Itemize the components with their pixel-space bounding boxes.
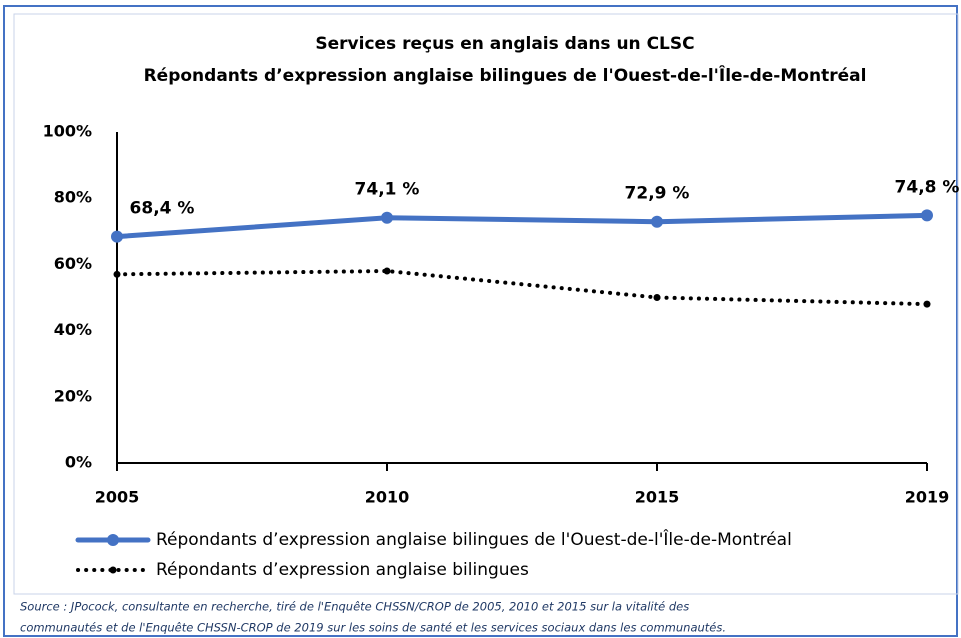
y-tick-label: 40% — [54, 320, 92, 339]
y-tick-label: 20% — [54, 386, 92, 405]
y-tick-label: 100% — [43, 122, 92, 141]
data-point — [653, 294, 661, 301]
legend-marker — [109, 566, 117, 574]
legend-marker — [107, 534, 119, 546]
x-tick-label: 2019 — [905, 488, 950, 507]
x-tick-label: 2010 — [365, 488, 410, 507]
source: Source : JPocock, consultante en recherc… — [20, 600, 689, 614]
data-label: 74,1 % — [355, 180, 420, 200]
y-tick-label: 80% — [54, 188, 92, 207]
data-point — [113, 270, 121, 278]
chart-title: Services reçus en anglais dans un CLSC — [315, 34, 694, 54]
y-tick-label: 0% — [65, 453, 92, 472]
frame — [3, 5, 958, 637]
data-label: 68,4 % — [130, 199, 195, 219]
plot-frame — [13, 13, 959, 595]
data-label: 74,8 % — [895, 177, 960, 197]
data-point — [111, 230, 123, 243]
x-tick-label: 2005 — [95, 488, 140, 507]
series-line — [114, 212, 930, 240]
x-tick-label: 2015 — [635, 488, 680, 507]
y-tick-label: 60% — [54, 254, 92, 273]
series-line — [115, 269, 929, 307]
data-point — [383, 267, 391, 275]
legend-label: Répondants d’expression anglaise bilingu… — [156, 560, 529, 580]
chart-subtitle: Répondants d’expression anglaise bilingu… — [144, 64, 867, 86]
data-point — [381, 211, 393, 224]
legend-label: Répondants d’expression anglaise bilingu… — [156, 528, 792, 550]
data-point — [651, 215, 663, 228]
data-point — [921, 209, 933, 222]
data-point — [923, 300, 931, 308]
source: communautés et de l'Enquête CHSSN-CROP d… — [20, 621, 726, 635]
data-label: 72,9 % — [625, 184, 690, 204]
